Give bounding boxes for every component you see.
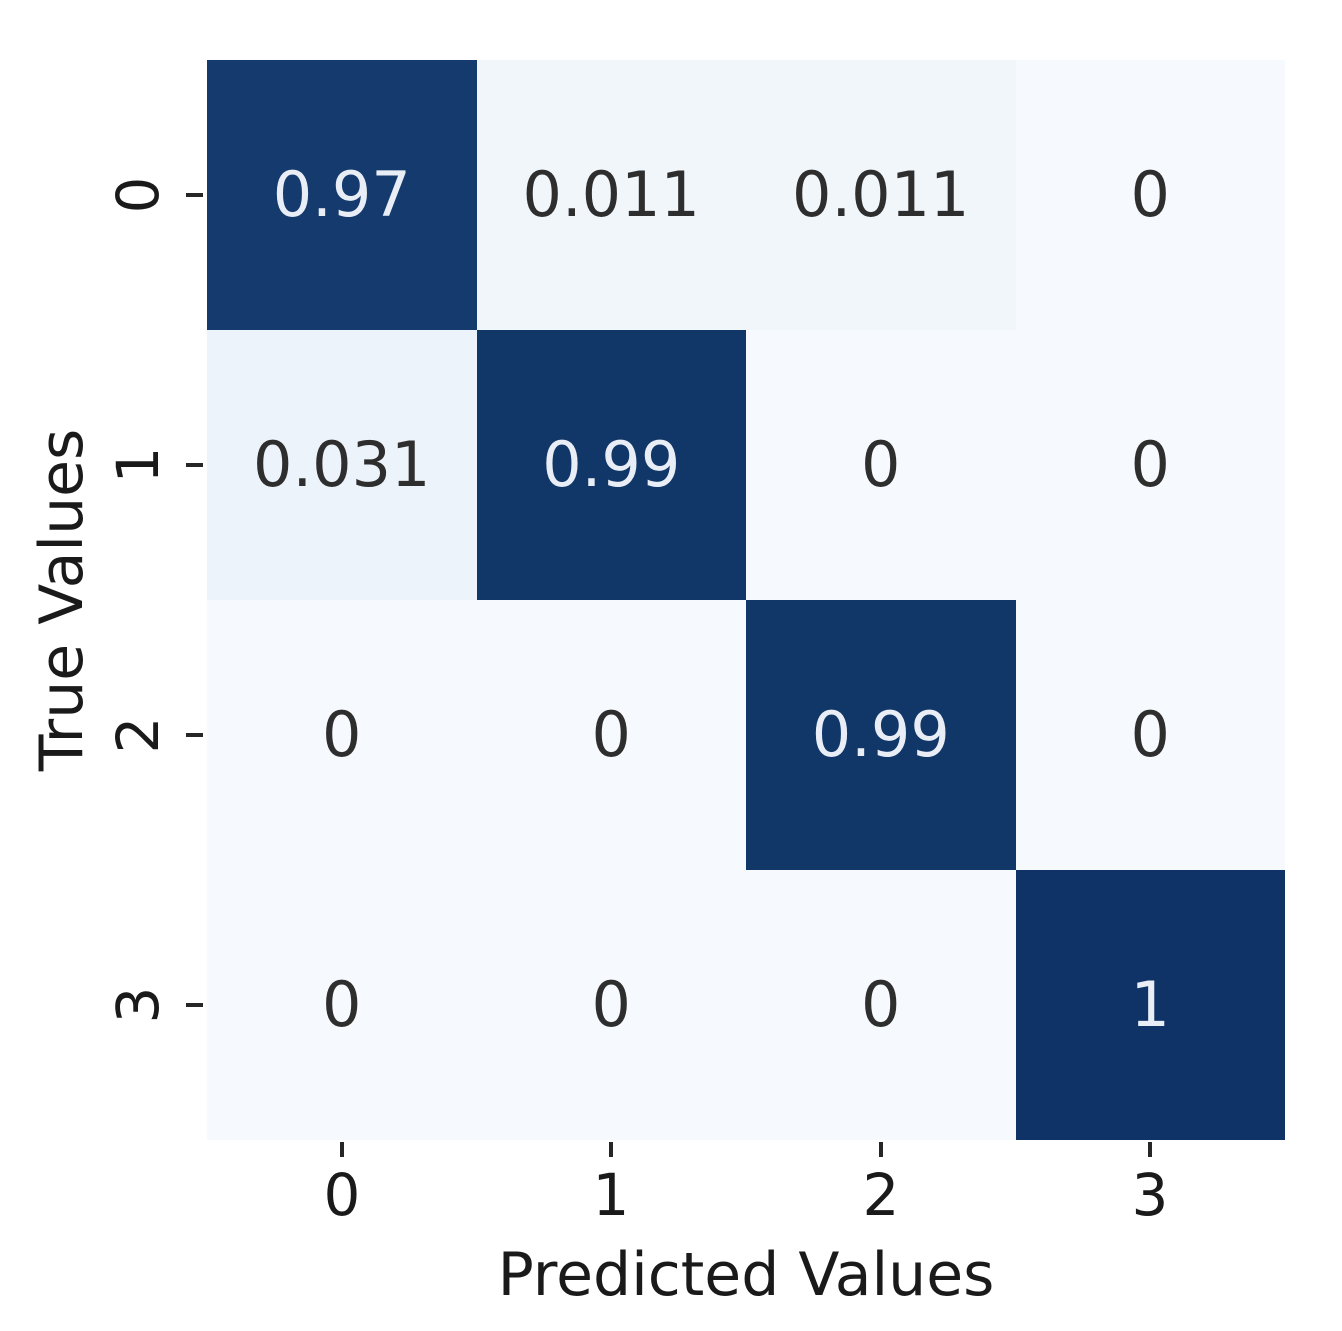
matrix-cell: 0.011 [476,60,746,330]
x-tick-label: 3 [1131,1161,1169,1229]
matrix-cell: 0 [476,870,746,1140]
y-tick-mark [186,733,203,737]
y-tick-mark [186,193,203,197]
x-tick-mark [340,1142,344,1157]
matrix-cell: 0 [207,870,477,1140]
matrix-cell: 0 [476,600,746,870]
matrix-cell: 0.99 [476,330,746,600]
x-tick-mark [879,1142,883,1157]
matrix-cell: 0 [207,600,477,870]
x-tick-label: 2 [862,1161,900,1229]
y-tick-label: 0 [104,176,172,214]
matrix-cell: 0 [1015,600,1285,870]
matrix-cell: 1 [1015,870,1285,1140]
y-axis-label: True Values [27,428,97,772]
y-tick-label: 3 [104,986,172,1024]
matrix-cell: 0.97 [207,60,477,330]
matrix-cell: 0.031 [207,330,477,600]
y-tick-label: 2 [104,716,172,754]
y-tick-mark [186,463,203,467]
matrix-cell: 0 [1015,330,1285,600]
matrix-cell: 0.99 [746,600,1016,870]
matrix-cell: 0 [746,870,1016,1140]
matrix-cell: 0 [1015,60,1285,330]
matrix-cell: 0 [746,330,1016,600]
x-tick-mark [609,1142,613,1157]
y-tick-label: 1 [104,446,172,484]
x-tick-mark [1148,1142,1152,1157]
y-tick-mark [186,1003,203,1007]
x-tick-label: 0 [323,1161,361,1229]
matrix-cell: 0.011 [746,60,1016,330]
x-axis-label: Predicted Values [497,1240,995,1310]
confusion-matrix-heatmap: 0.97 0.011 0.011 0 0.031 0.99 0 0 0 0 0.… [207,60,1285,1140]
x-tick-label: 1 [592,1161,630,1229]
